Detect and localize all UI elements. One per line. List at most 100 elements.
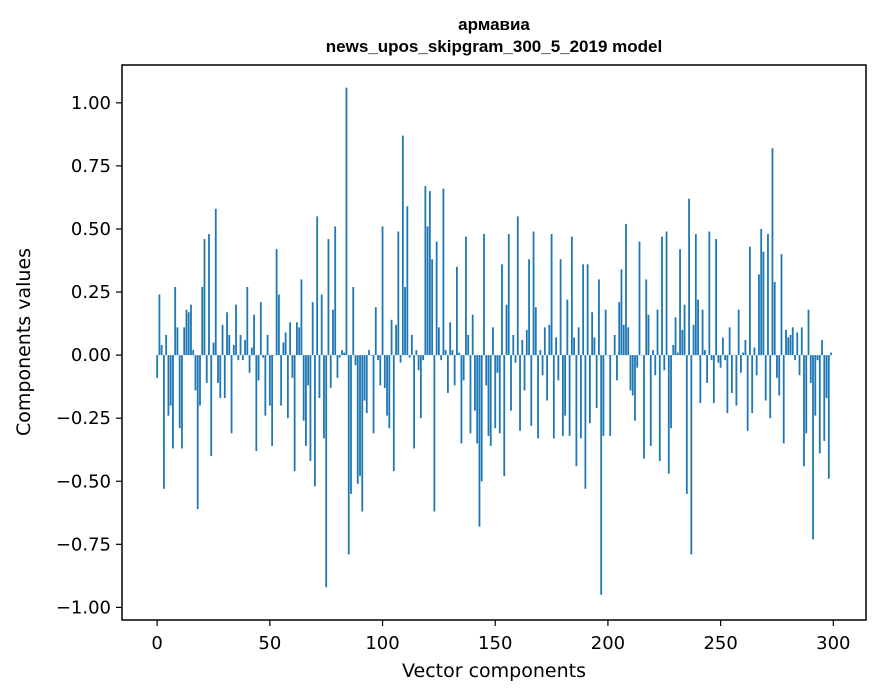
bar-110 — [404, 287, 406, 356]
bar-231 — [676, 352, 679, 356]
bar-32 — [228, 334, 231, 356]
bar-8 — [174, 287, 177, 356]
bar-161 — [519, 355, 521, 431]
bar-213 — [636, 355, 639, 368]
bar-83 — [343, 352, 346, 356]
bar-44 — [255, 355, 258, 451]
bar-170 — [539, 350, 542, 356]
bar-41 — [248, 355, 251, 373]
bar-134 — [458, 352, 461, 356]
bar-198 — [602, 355, 605, 436]
bar-54 — [277, 294, 280, 356]
x-tick-label: 0 — [151, 633, 162, 654]
bar-167 — [532, 231, 535, 356]
chart-title-line2: news_upos_skipgram_300_5_2019 model — [326, 37, 662, 56]
bar-50 — [268, 355, 271, 406]
bar-248 — [715, 239, 718, 356]
bar-288 — [805, 355, 808, 434]
bar-186 — [575, 355, 578, 467]
bar-227 — [667, 355, 670, 474]
bar-271 — [767, 234, 769, 356]
bar-158 — [512, 334, 515, 356]
bar-236 — [688, 198, 690, 356]
bar-1 — [158, 294, 161, 356]
bar-159 — [514, 355, 517, 363]
bar-188 — [579, 355, 582, 439]
bar-122 — [431, 259, 434, 356]
bar-282 — [791, 327, 794, 356]
bar-40 — [246, 287, 249, 356]
bar-119 — [424, 186, 427, 356]
bar-88 — [354, 355, 357, 366]
bar-168 — [534, 307, 537, 356]
bar-258 — [737, 309, 740, 356]
bar-276 — [778, 355, 781, 396]
x-tick-label: 150 — [478, 633, 512, 654]
bar-240 — [697, 299, 699, 356]
bar-108 — [399, 355, 402, 363]
y-tick-label: −0.75 — [56, 534, 111, 555]
bar-104 — [390, 319, 393, 356]
bar-109 — [401, 135, 404, 356]
bar-204 — [616, 355, 618, 381]
bar-3 — [163, 355, 165, 489]
bar-26 — [214, 208, 217, 356]
bar-93 — [365, 355, 368, 414]
bar-221 — [654, 355, 657, 376]
bar-133 — [456, 266, 458, 356]
bar-100 — [381, 226, 384, 356]
bar-185 — [573, 337, 576, 356]
bar-84 — [345, 87, 348, 356]
x-tick-label: 250 — [703, 633, 737, 654]
bar-285 — [798, 355, 801, 376]
bar-140 — [471, 314, 474, 356]
bar-234 — [683, 304, 686, 356]
bar-89 — [356, 355, 359, 484]
bar-190 — [584, 355, 587, 489]
bar-296 — [823, 355, 826, 441]
bar-0 — [156, 355, 159, 378]
bar-128 — [444, 350, 447, 356]
bar-281 — [789, 334, 792, 356]
bar-131 — [451, 350, 454, 356]
bar-157 — [510, 355, 512, 411]
bar-267 — [758, 274, 760, 356]
bar-36 — [237, 355, 240, 361]
bar-293 — [816, 355, 819, 361]
bar-166 — [530, 355, 533, 426]
y-tick-label: −0.50 — [56, 471, 111, 492]
bar-37 — [239, 334, 242, 356]
bar-290 — [809, 355, 812, 383]
bar-163 — [523, 355, 526, 391]
bar-71 — [316, 216, 319, 356]
x-axis-ticks: 0 50 100 150 200 250 300 — [151, 620, 850, 654]
bar-241 — [699, 355, 702, 404]
y-tick-label: 0.50 — [71, 219, 111, 240]
bar-38 — [241, 355, 244, 361]
bar-292 — [814, 355, 817, 416]
bar-47 — [262, 355, 264, 358]
bar-107 — [397, 231, 400, 356]
bar-86 — [350, 355, 352, 494]
bar-294 — [818, 355, 821, 454]
bar-58 — [286, 355, 289, 419]
bar-92 — [363, 355, 366, 401]
bar-57 — [284, 332, 287, 356]
bar-189 — [582, 264, 585, 356]
bar-127 — [442, 188, 445, 356]
bar-179 — [559, 259, 562, 356]
bar-75 — [325, 355, 328, 588]
bar-270 — [764, 355, 767, 401]
bar-66 — [305, 355, 307, 446]
bar-208 — [625, 223, 627, 356]
bar-82 — [341, 350, 343, 356]
bar-287 — [803, 355, 805, 467]
bar-223 — [658, 355, 661, 462]
y-tick-label: 0.00 — [71, 345, 111, 366]
bar-299 — [830, 352, 832, 356]
bar-217 — [645, 279, 648, 356]
bar-224 — [661, 236, 663, 356]
bar-39 — [244, 339, 246, 356]
bar-151 — [496, 355, 499, 373]
bar-143 — [478, 355, 481, 527]
